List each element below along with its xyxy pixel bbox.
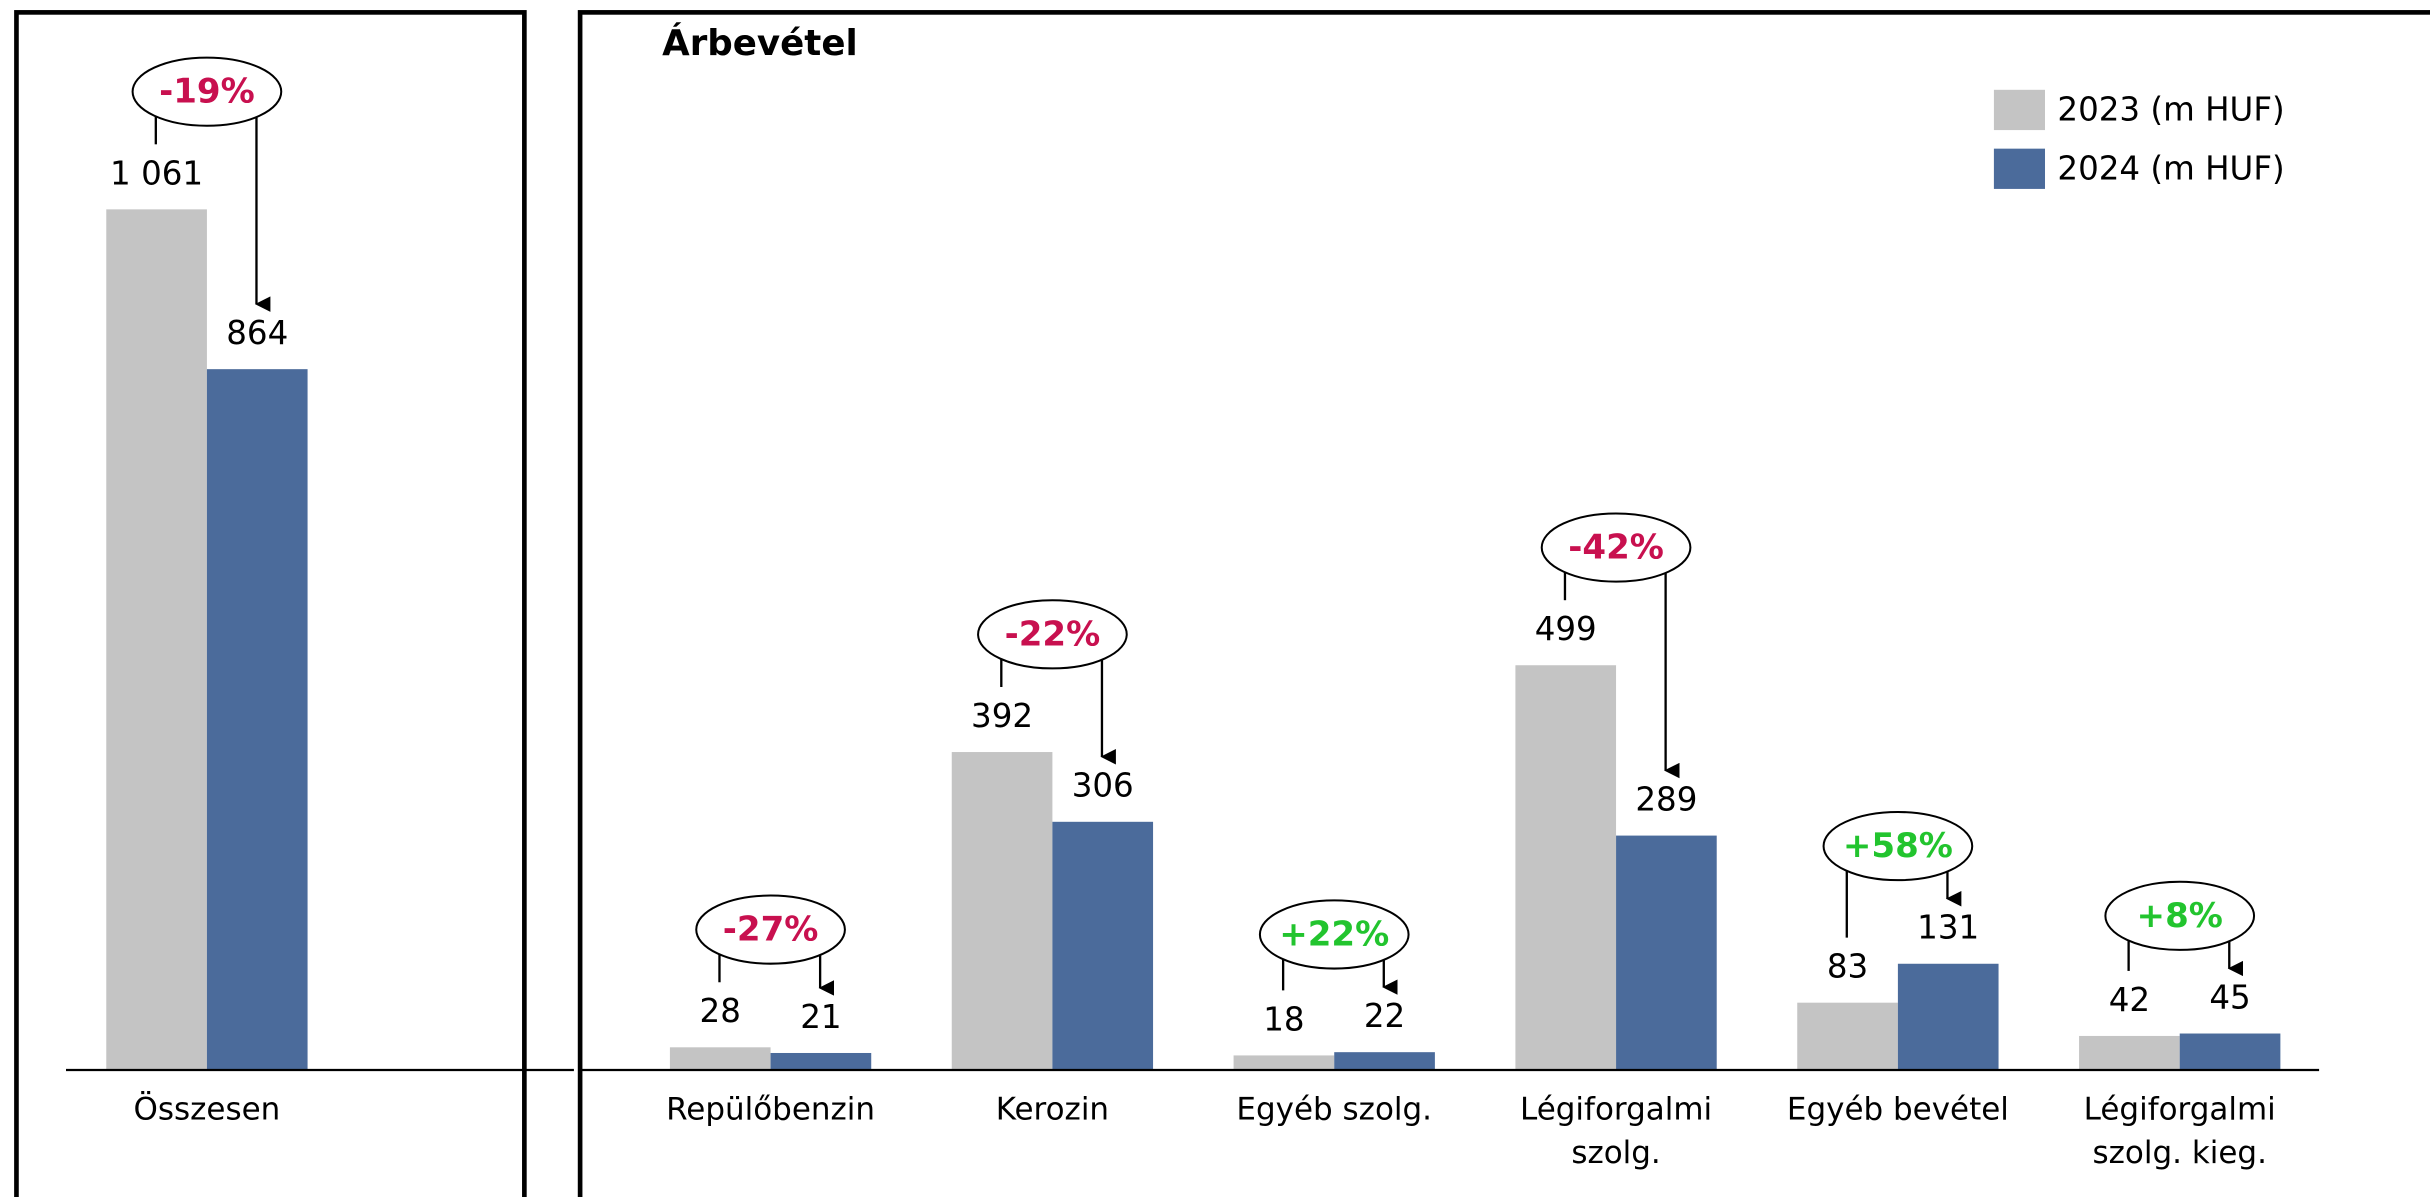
bar [206, 369, 308, 1071]
x-tick-label: Repülőbenzin [666, 1090, 876, 1128]
legend-swatch [1993, 148, 2046, 189]
bar [106, 209, 207, 1071]
change-label: -19% [159, 72, 255, 112]
change-bubble [1822, 810, 1974, 882]
x-tick-label: Egyéb szolg. [1236, 1090, 1433, 1128]
change-bubble [2104, 880, 2256, 951]
change-bubble [1258, 899, 1410, 970]
bar [1616, 835, 1717, 1071]
bar [1233, 1055, 1335, 1071]
bar [1797, 1002, 1898, 1071]
x-tick-label-box: Repülőbenzin [666, 1090, 876, 1128]
x-tick-label: Kerozin [995, 1090, 1110, 1128]
data-label: 22 [1364, 997, 1405, 1035]
change-bubble [977, 599, 1128, 670]
bar [1334, 1052, 1435, 1071]
data-label: 392 [971, 697, 1033, 735]
change-bubble [1540, 512, 1692, 583]
x-tick-label-box: Egyéb bevétel [1786, 1090, 2009, 1128]
bar [669, 1047, 771, 1071]
data-label: 28 [700, 992, 741, 1030]
data-label: 45 [2209, 978, 2250, 1016]
change-label: -42% [1568, 528, 1664, 568]
legend-label: 2023 (m HUF) [2057, 90, 2284, 128]
bar [770, 1052, 872, 1071]
data-label: 289 [1635, 781, 1697, 819]
x-tick-label-box: Légiforgalmi szolg. [1520, 1090, 1713, 1171]
legend-label: 2024 (m HUF) [2057, 149, 2284, 187]
change-label: +58% [1843, 826, 1953, 866]
bar [951, 752, 1053, 1071]
legend-swatch [1993, 89, 2046, 131]
change-bubble [131, 56, 283, 127]
bar [1052, 821, 1154, 1071]
bar [1515, 665, 1617, 1071]
data-label: 83 [1827, 948, 1868, 986]
data-label: 18 [1263, 1000, 1304, 1038]
change-label: +8% [2137, 896, 2223, 936]
chart-title: Árbevétel [662, 22, 858, 64]
data-label: 864 [226, 314, 288, 352]
x-tick-label-box: Egyéb szolg. [1236, 1090, 1433, 1128]
bar [2179, 1033, 2281, 1071]
x-tick-label: Összesen [133, 1090, 281, 1128]
x-tick-label-box: Összesen [133, 1090, 281, 1128]
change-label: -22% [1005, 614, 1101, 654]
x-tick-label: Egyéb bevétel [1786, 1090, 2009, 1128]
x-tick-label: Légiforgalmi szolg. kieg. [2083, 1090, 2276, 1171]
change-label: -27% [723, 910, 819, 950]
x-tick-label-box: Légiforgalmi szolg. kieg. [2083, 1090, 2276, 1171]
data-label: 1 061 [110, 154, 203, 192]
data-label: 131 [1917, 909, 1979, 947]
data-label: 42 [2109, 981, 2150, 1019]
panel-border [577, 10, 2430, 1197]
panel-border [14, 10, 527, 1197]
data-label: 499 [1535, 610, 1597, 648]
x-tick-label: Légiforgalmi szolg. [1520, 1090, 1713, 1171]
bar [2079, 1035, 2180, 1071]
bar [1897, 963, 1999, 1071]
change-bubble [695, 894, 846, 965]
x-tick-label-box: Kerozin [995, 1090, 1110, 1128]
data-label: 306 [1072, 767, 1134, 805]
change-label: +22% [1279, 915, 1389, 955]
data-label: 21 [800, 998, 841, 1036]
